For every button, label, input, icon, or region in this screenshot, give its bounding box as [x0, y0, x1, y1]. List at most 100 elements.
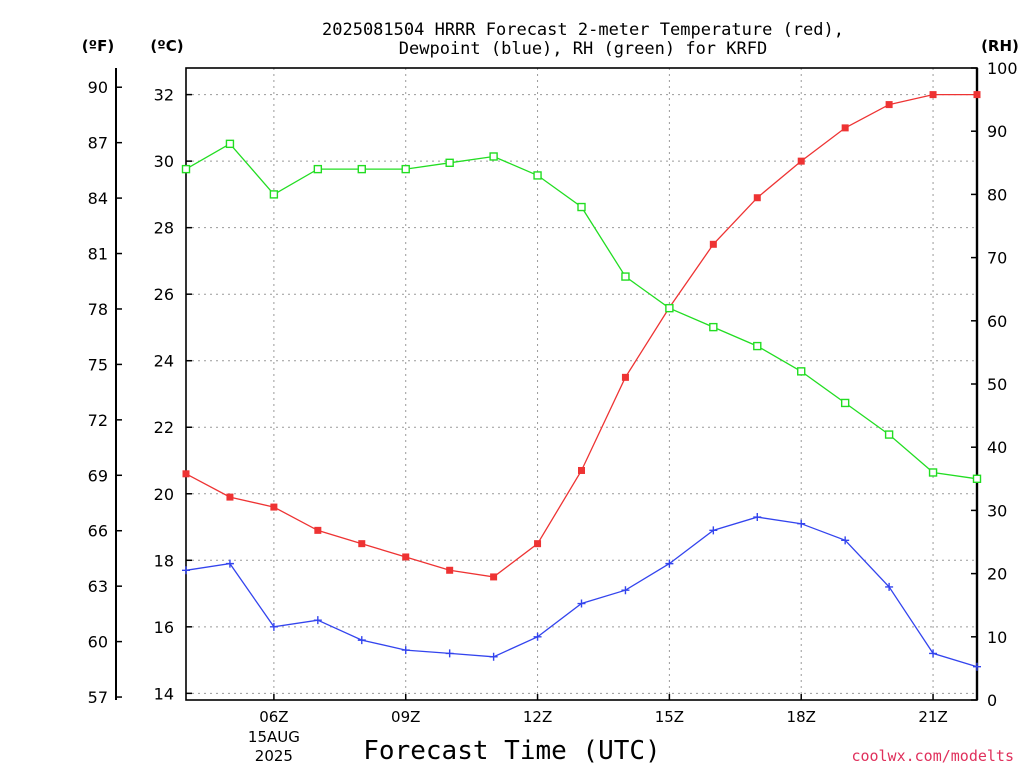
- x-tick-label: 06Z: [259, 708, 288, 726]
- dewpoint-point: [665, 559, 674, 568]
- temperature-point: [885, 101, 893, 109]
- celsius-tick-label: 32: [154, 86, 174, 105]
- fahrenheit-tick-label: 87: [88, 134, 108, 153]
- x-tick-label: 18Z: [787, 708, 816, 726]
- dewpoint-point: [621, 586, 630, 595]
- dewpoint-point: [533, 632, 542, 641]
- x-axis-label: Forecast Time (UTC): [363, 736, 660, 766]
- rh-tick-label: 20: [987, 565, 1007, 584]
- rh-point: [225, 139, 235, 149]
- rh-tick-label: 80: [987, 185, 1007, 204]
- dewpoint-point: [797, 519, 806, 528]
- dewpoint-point: [401, 646, 410, 655]
- dewpoint-point: [225, 559, 234, 568]
- celsius-tick-label: 14: [154, 684, 174, 703]
- rh-line: [185, 142, 978, 480]
- dewpoint-point: [885, 582, 894, 591]
- temperature-point: [621, 373, 629, 381]
- fahrenheit-tick-label: 78: [88, 300, 108, 319]
- celsius-tick-label: 16: [154, 618, 174, 637]
- fahrenheit-tick-label: 57: [88, 688, 108, 707]
- fahrenheit-tick-label: 60: [88, 633, 108, 652]
- dewpoint-point: [841, 536, 850, 545]
- credit-text: coolwx.com/modelts: [851, 747, 1014, 765]
- rh-point: [797, 367, 806, 376]
- x-tick-label: 21Z: [918, 708, 947, 726]
- temperature-point: [534, 540, 542, 548]
- fahrenheit-tick-label: 81: [88, 245, 108, 264]
- rh-point: [621, 272, 630, 281]
- chart-title-line2: Dewpoint (blue), RH (green) for KRFD: [399, 39, 767, 59]
- x-tick-label: 12Z: [523, 708, 552, 726]
- x-tick-date-label: 2025: [255, 747, 293, 765]
- rh-tick-label: 40: [987, 438, 1007, 457]
- rh-point: [928, 468, 938, 477]
- rh-point: [884, 430, 894, 439]
- celsius-tick-label: 20: [154, 485, 174, 504]
- fahrenheit-tick-label: 63: [88, 577, 108, 596]
- rh-point: [489, 152, 498, 161]
- celsius-tick-label: 26: [154, 285, 174, 304]
- dewpoint-point: [313, 616, 322, 625]
- x-tick-date-label: 15AUG: [248, 728, 300, 746]
- temperature-point: [709, 240, 717, 248]
- temperature-point: [578, 466, 585, 474]
- rh-tick-label: 10: [987, 628, 1007, 647]
- rh-point: [709, 322, 718, 332]
- celsius-unit-label: (ºC): [150, 37, 183, 55]
- rh-point: [445, 158, 454, 168]
- dewpoint-point: [753, 513, 762, 522]
- fahrenheit-tick-label: 72: [88, 411, 108, 430]
- dewpoint-point: [709, 526, 718, 535]
- rh-tick-label: 0: [987, 691, 997, 710]
- dewpoint-point: [445, 649, 454, 658]
- celsius-tick-label: 18: [154, 551, 174, 570]
- rh-point: [533, 171, 542, 180]
- rh-tick-label: 50: [987, 375, 1007, 394]
- temperature-point: [358, 540, 366, 548]
- fahrenheit-tick-label: 90: [88, 78, 108, 97]
- fahrenheit-tick-label: 69: [88, 466, 108, 485]
- dewpoint-line: [185, 516, 978, 668]
- fahrenheit-tick-label: 66: [88, 522, 108, 541]
- rh-point: [665, 303, 674, 313]
- temperature-point: [753, 194, 761, 202]
- temperature-point: [490, 573, 498, 581]
- temperature-point: [314, 526, 322, 534]
- axes: [115, 67, 979, 701]
- rh-point: [840, 398, 850, 408]
- fahrenheit-tick-label: 84: [88, 189, 108, 208]
- dewpoint-point: [489, 652, 498, 661]
- rh-point: [577, 202, 586, 212]
- fahrenheit-unit-label: (ºF): [82, 37, 114, 55]
- temperature-point: [446, 566, 454, 574]
- temperature-point: [270, 503, 278, 511]
- chart-title-line1: 2025081504 HRRR Forecast 2-meter Tempera…: [322, 20, 844, 40]
- rh-point: [357, 164, 366, 174]
- rh-unit-label: (RH): [981, 37, 1019, 55]
- temperature-point: [841, 124, 849, 132]
- dewpoint-point: [269, 622, 278, 631]
- rh-tick-label: 90: [987, 122, 1007, 141]
- x-tick-label: 09Z: [391, 708, 420, 726]
- temperature-point: [226, 493, 234, 501]
- rh-point: [181, 164, 191, 174]
- celsius-tick-label: 24: [154, 352, 174, 371]
- rh-point: [269, 190, 279, 199]
- rh-point: [313, 164, 323, 174]
- temperature-line: [185, 93, 977, 578]
- rh-tick-label: 30: [987, 501, 1007, 520]
- x-tick-label: 15Z: [655, 708, 684, 726]
- celsius-tick-label: 22: [154, 418, 174, 437]
- dewpoint-point: [182, 566, 190, 575]
- fahrenheit-tick-label: 75: [88, 355, 108, 374]
- celsius-tick-label: 30: [154, 152, 174, 171]
- rh-point: [972, 474, 982, 483]
- rh-point: [401, 164, 410, 174]
- rh-tick-label: 100: [987, 59, 1018, 78]
- celsius-tick-label: 28: [154, 219, 174, 238]
- temperature-point: [973, 91, 981, 99]
- dewpoint-point: [357, 636, 366, 645]
- rh-tick-label: 60: [987, 312, 1007, 331]
